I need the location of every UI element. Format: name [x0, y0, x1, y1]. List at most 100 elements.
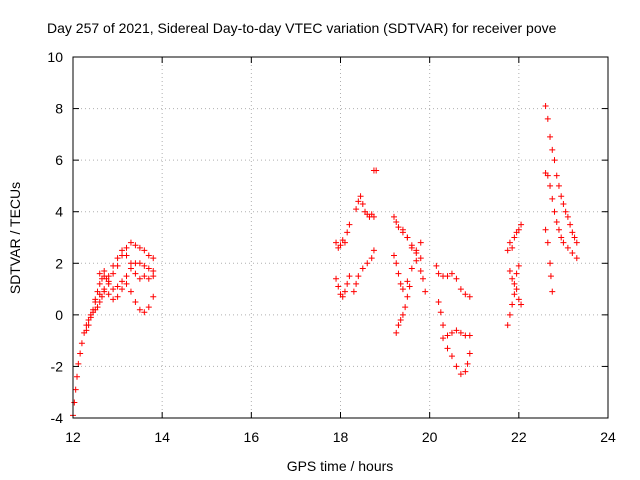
data-point [136, 306, 143, 313]
data-point [145, 275, 152, 282]
data-point [462, 291, 469, 298]
data-point [571, 234, 578, 241]
data-point [448, 329, 455, 336]
data-point [150, 268, 157, 275]
data-point [359, 200, 366, 207]
data-point [101, 268, 108, 275]
x-tick-label: 22 [511, 429, 527, 445]
data-point [435, 298, 442, 305]
data-point [132, 298, 139, 305]
data-point [453, 275, 460, 282]
data-point [346, 273, 353, 280]
data-point [547, 133, 554, 140]
data-point [127, 260, 134, 267]
data-point [101, 286, 108, 293]
data-point [513, 286, 520, 293]
data-point [355, 273, 362, 280]
data-point [94, 304, 101, 311]
data-point [457, 371, 464, 378]
data-point [542, 102, 549, 109]
data-point [413, 257, 420, 264]
data-point [110, 296, 117, 303]
data-point [145, 252, 152, 259]
data-point [515, 296, 522, 303]
data-point [466, 293, 473, 300]
data-point [74, 373, 81, 380]
data-point [413, 249, 420, 256]
data-point [355, 198, 362, 205]
data-point [567, 221, 574, 228]
y-tick-label: 6 [55, 152, 63, 168]
data-point [395, 270, 402, 277]
data-point [417, 268, 424, 275]
data-point [127, 288, 134, 295]
data-point [397, 317, 404, 324]
data-point [110, 270, 117, 277]
data-point [92, 296, 99, 303]
data-point [553, 219, 560, 226]
y-tick-label: 0 [55, 307, 63, 323]
data-point [393, 329, 400, 336]
data-point [564, 244, 571, 251]
data-point [136, 244, 143, 251]
data-point [397, 280, 404, 287]
data-point [408, 244, 415, 251]
data-point [560, 239, 567, 246]
data-point [127, 239, 134, 246]
data-point [509, 301, 516, 308]
data-point [404, 278, 411, 285]
data-point [370, 213, 377, 220]
x-tick-label: 14 [154, 429, 170, 445]
data-point [448, 270, 455, 277]
y-tick-label: 2 [55, 255, 63, 271]
data-point [402, 304, 409, 311]
data-points [70, 102, 580, 419]
data-point [341, 288, 348, 295]
data-point [518, 221, 525, 228]
x-tick-label: 20 [422, 429, 438, 445]
data-point [110, 262, 117, 269]
data-point [337, 242, 344, 249]
data-point [506, 311, 513, 318]
data-point [440, 322, 447, 329]
data-point [123, 252, 130, 259]
data-point [417, 255, 424, 262]
data-point [560, 200, 567, 207]
data-point [404, 293, 411, 300]
x-tick-label: 12 [65, 429, 81, 445]
data-point [141, 309, 148, 316]
data-point [85, 322, 92, 329]
data-point [444, 332, 451, 339]
data-point [406, 283, 413, 290]
data-point [547, 182, 554, 189]
data-point [395, 224, 402, 231]
data-point [513, 270, 520, 277]
data-point [393, 219, 400, 226]
data-point [549, 146, 556, 153]
data-point [150, 293, 157, 300]
data-point [569, 229, 576, 236]
data-point [77, 350, 84, 357]
data-point [399, 226, 406, 233]
data-point [96, 270, 103, 277]
data-point [466, 332, 473, 339]
data-point [339, 293, 346, 300]
data-point [123, 273, 130, 280]
data-point [145, 265, 152, 272]
data-point [110, 286, 117, 293]
data-point [75, 360, 82, 367]
data-point [506, 268, 513, 275]
data-point [435, 270, 442, 277]
chart-title: Day 257 of 2021, Sidereal Day-to-day VTE… [47, 20, 557, 36]
data-point [399, 286, 406, 293]
data-point [333, 239, 340, 246]
data-point [353, 206, 360, 213]
data-point [333, 275, 340, 282]
data-point [408, 265, 415, 272]
data-point [105, 278, 112, 285]
data-point [573, 255, 580, 262]
data-point [96, 280, 103, 287]
data-point [457, 329, 464, 336]
data-point [368, 255, 375, 262]
